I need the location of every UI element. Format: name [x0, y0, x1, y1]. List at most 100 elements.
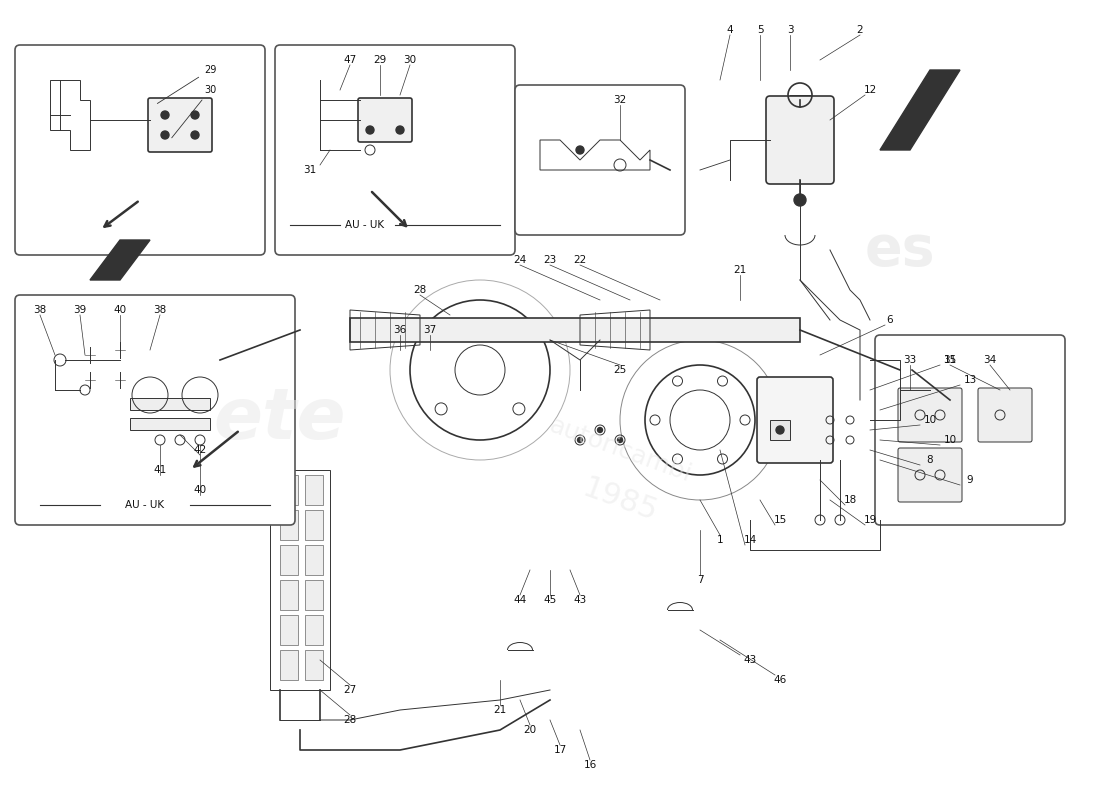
Text: autoricambi: autoricambi: [546, 413, 694, 487]
Text: ete: ete: [213, 386, 346, 454]
Text: 46: 46: [773, 675, 786, 685]
Bar: [350, 318, 800, 342]
Text: 15: 15: [773, 515, 786, 525]
FancyBboxPatch shape: [148, 98, 212, 152]
Text: 17: 17: [553, 745, 566, 755]
Bar: [280, 580, 298, 610]
Bar: [305, 580, 323, 610]
Text: 11: 11: [944, 355, 957, 365]
Bar: [280, 615, 298, 645]
Text: 35: 35: [944, 355, 957, 365]
Bar: [280, 475, 298, 505]
Text: 7: 7: [696, 575, 703, 585]
Text: 39: 39: [74, 305, 87, 315]
Text: 18: 18: [844, 495, 857, 505]
Text: 42: 42: [194, 445, 207, 455]
Bar: [305, 615, 323, 645]
Text: 19: 19: [864, 515, 877, 525]
Circle shape: [191, 111, 199, 119]
Bar: [280, 650, 298, 680]
Text: 3: 3: [786, 25, 793, 35]
Text: 25: 25: [614, 365, 627, 375]
FancyBboxPatch shape: [515, 85, 685, 235]
Text: 24: 24: [514, 255, 527, 265]
Text: AU - UK: AU - UK: [345, 220, 385, 230]
Text: 1985: 1985: [579, 473, 661, 527]
Text: 20: 20: [524, 725, 537, 735]
Text: 8: 8: [926, 455, 933, 465]
Text: 9: 9: [967, 475, 974, 485]
Bar: [770, 420, 790, 440]
FancyBboxPatch shape: [898, 388, 962, 442]
Bar: [270, 470, 330, 690]
Text: 43: 43: [744, 655, 757, 665]
Bar: [305, 510, 323, 540]
Text: 28: 28: [343, 715, 356, 725]
Bar: [305, 545, 323, 575]
Text: 14: 14: [744, 535, 757, 545]
Text: 29: 29: [373, 55, 386, 65]
Polygon shape: [90, 240, 150, 280]
Text: 4: 4: [727, 25, 734, 35]
Text: 45: 45: [543, 595, 557, 605]
FancyBboxPatch shape: [275, 45, 515, 255]
Text: 6: 6: [887, 315, 893, 325]
Bar: [130, 418, 210, 430]
FancyBboxPatch shape: [757, 377, 833, 463]
Text: 30: 30: [404, 55, 417, 65]
Text: 38: 38: [153, 305, 166, 315]
Text: es: es: [865, 223, 935, 277]
Text: 44: 44: [514, 595, 527, 605]
Text: AU - UK: AU - UK: [125, 500, 165, 510]
Text: 40: 40: [194, 485, 207, 495]
Bar: [305, 475, 323, 505]
Text: 30: 30: [172, 85, 216, 138]
Bar: [280, 510, 298, 540]
Circle shape: [617, 438, 623, 442]
Text: 2: 2: [857, 25, 864, 35]
Text: 38: 38: [33, 305, 46, 315]
Text: 22: 22: [573, 255, 586, 265]
Circle shape: [161, 111, 169, 119]
Text: 21: 21: [734, 265, 747, 275]
Bar: [130, 398, 210, 410]
FancyBboxPatch shape: [358, 98, 412, 142]
Text: 43: 43: [573, 595, 586, 605]
Text: 33: 33: [903, 355, 916, 365]
Text: 10: 10: [944, 435, 957, 445]
Text: 31: 31: [304, 165, 317, 175]
Text: 47: 47: [343, 55, 356, 65]
Bar: [305, 650, 323, 680]
Text: 13: 13: [964, 375, 977, 385]
Circle shape: [794, 194, 806, 206]
Text: 21: 21: [494, 705, 507, 715]
Text: 34: 34: [983, 355, 997, 365]
Text: 16: 16: [583, 760, 596, 770]
Circle shape: [396, 126, 404, 134]
Circle shape: [161, 131, 169, 139]
Text: 1: 1: [717, 535, 724, 545]
FancyBboxPatch shape: [15, 295, 295, 525]
FancyBboxPatch shape: [766, 96, 834, 184]
Bar: [280, 545, 298, 575]
Text: 10: 10: [923, 415, 936, 425]
Text: 37: 37: [424, 325, 437, 335]
Text: 28: 28: [414, 285, 427, 295]
Circle shape: [191, 131, 199, 139]
Circle shape: [578, 438, 583, 442]
FancyBboxPatch shape: [15, 45, 265, 255]
Text: 12: 12: [864, 85, 877, 95]
Text: 36: 36: [394, 325, 407, 335]
Text: 27: 27: [343, 685, 356, 695]
Text: 23: 23: [543, 255, 557, 265]
Text: 32: 32: [614, 95, 627, 105]
FancyBboxPatch shape: [874, 335, 1065, 525]
Text: 41: 41: [153, 465, 166, 475]
Text: 5: 5: [757, 25, 763, 35]
FancyBboxPatch shape: [898, 448, 962, 502]
Circle shape: [597, 427, 603, 433]
Circle shape: [776, 426, 784, 434]
FancyBboxPatch shape: [978, 388, 1032, 442]
Text: 29: 29: [157, 65, 217, 103]
Circle shape: [366, 126, 374, 134]
